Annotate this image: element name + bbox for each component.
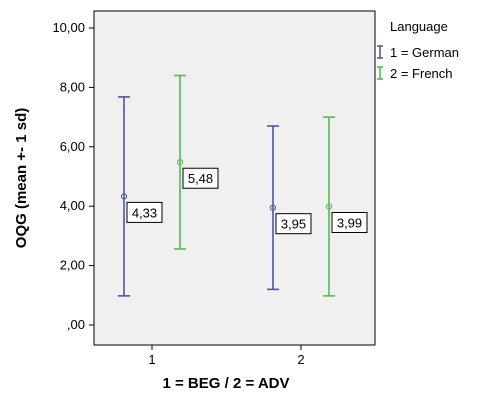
y-axis-title: OQG (mean +- 1 sd) <box>13 108 30 248</box>
legend-title: Language <box>390 19 448 34</box>
plot-area <box>93 10 376 346</box>
data-label-box <box>331 211 368 233</box>
data-label: 4,33 <box>126 201 163 223</box>
error-bar <box>323 116 335 297</box>
data-label: 3,99 <box>331 211 368 233</box>
data-label-text: 3,95 <box>281 217 306 232</box>
y-tick-label: ,00 <box>67 317 85 332</box>
x-tick-label: 1 <box>148 352 155 367</box>
y-tick-label: 6,00 <box>60 139 85 154</box>
mean-marker <box>120 193 128 200</box>
data-label: 3,95 <box>275 213 312 235</box>
y-tick-label: 4,00 <box>60 198 85 213</box>
legend: Language 1 = German 2 = French <box>377 19 459 81</box>
data-label-text: 4,33 <box>132 205 157 220</box>
legend-item: 2 = French <box>377 66 453 81</box>
data-label-box <box>275 213 312 235</box>
x-tick-label: 2 <box>297 352 304 367</box>
mean-marker <box>325 203 333 210</box>
error-bar <box>118 96 130 297</box>
y-tick-label: 2,00 <box>60 258 85 273</box>
data-label: 5,48 <box>182 167 219 189</box>
data-label-text: 3,99 <box>337 215 362 230</box>
error-bar <box>267 125 279 291</box>
data-label-box <box>182 167 219 189</box>
y-tick-label: 8,00 <box>60 79 85 94</box>
legend-label: 2 = French <box>390 66 453 81</box>
legend-label: 1 = German <box>390 45 459 60</box>
y-tick-label: 10,00 <box>52 20 85 35</box>
error-bar <box>174 74 186 250</box>
mean-marker <box>176 159 184 166</box>
mean-marker <box>269 204 277 211</box>
data-label-text: 5,48 <box>188 171 213 186</box>
data-label-box <box>126 201 163 223</box>
x-axis-title: 1 = BEG / 2 = ADV <box>163 375 290 392</box>
legend-item: 1 = German <box>377 45 459 60</box>
